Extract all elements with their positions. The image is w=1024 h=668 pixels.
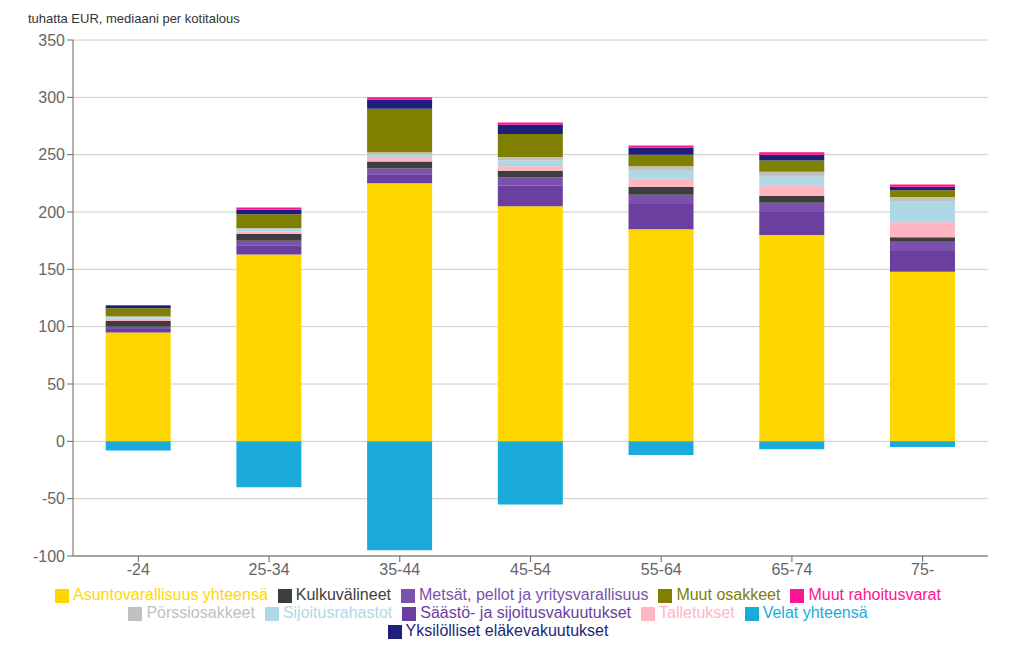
svg-text:200: 200 bbox=[38, 204, 65, 221]
html-text:Muut rahoitusvarat: Muut rahoitusvarat bbox=[808, 586, 941, 603]
html-text:Metsät, pellot ja yritysvarall: Metsät, pellot ja yritysvarallisuus bbox=[419, 586, 649, 603]
html-text:Kulkuvälineet: Kulkuvälineet bbox=[295, 586, 391, 603]
html-text:Talletukset: Talletukset bbox=[659, 604, 735, 621]
svg-text:75-: 75- bbox=[911, 561, 934, 578]
svg-text:65-74: 65-74 bbox=[771, 561, 812, 578]
html-text:Muut osakkeet: Muut osakkeet bbox=[676, 586, 781, 603]
svg-text:350: 350 bbox=[38, 32, 65, 49]
html-text:Yksilölliset eläkevakuutukset: Yksilölliset eläkevakuutukset bbox=[405, 622, 609, 639]
html-text:Velat yhteensä: Velat yhteensä bbox=[762, 604, 868, 621]
svg-text:100: 100 bbox=[38, 318, 65, 335]
svg-text:150: 150 bbox=[38, 261, 65, 278]
html-text:tuhatta EUR, mediaani per koti: tuhatta EUR, mediaani per kotitalous bbox=[28, 11, 240, 26]
svg-text:-24: -24 bbox=[127, 561, 150, 578]
html-text:Sijoitusrahastot: Sijoitusrahastot bbox=[282, 604, 393, 621]
svg-text:45-54: 45-54 bbox=[510, 561, 551, 578]
svg-text:-100: -100 bbox=[33, 548, 65, 565]
svg-text:250: 250 bbox=[38, 146, 65, 163]
svg-text:25-34: 25-34 bbox=[249, 561, 290, 578]
html-text:Asuntovarallisuus yhteensä: Asuntovarallisuus yhteensä bbox=[73, 586, 268, 603]
html-text:Säästö- ja sijoitusvakuutukset: Säästö- ja sijoitusvakuutukset bbox=[420, 604, 631, 621]
svg-text:50: 50 bbox=[47, 376, 65, 393]
svg-text:0: 0 bbox=[56, 433, 65, 450]
html-text:Pörssiosakkeet: Pörssiosakkeet bbox=[146, 604, 255, 621]
svg-text:55-64: 55-64 bbox=[641, 561, 682, 578]
svg-text:300: 300 bbox=[38, 89, 65, 106]
svg-text:35-44: 35-44 bbox=[379, 561, 420, 578]
svg-text:-50: -50 bbox=[42, 490, 65, 507]
